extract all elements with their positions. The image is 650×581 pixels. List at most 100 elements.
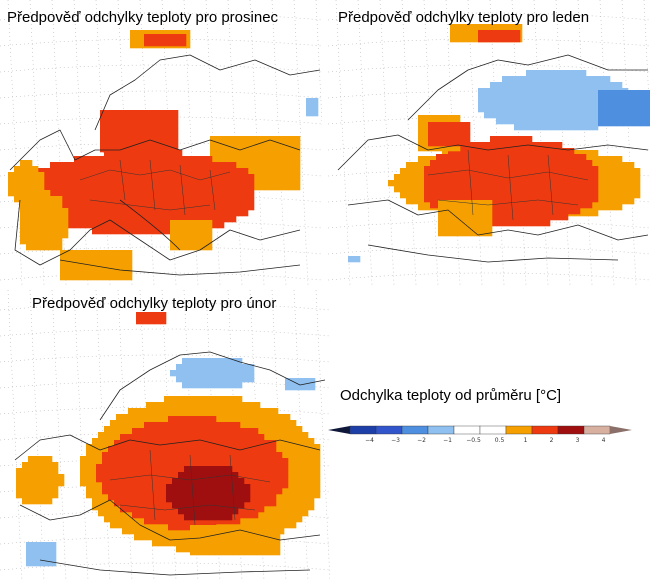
anomaly-cell — [646, 102, 650, 109]
anomaly-cell — [74, 168, 81, 175]
anomaly-cell — [158, 186, 165, 193]
anomaly-cell — [224, 198, 231, 205]
anomaly-cell — [236, 192, 243, 199]
anomaly-cell — [130, 146, 137, 153]
anomaly-cell — [252, 452, 259, 459]
anomaly-cell — [258, 488, 265, 495]
anomaly-cell — [126, 250, 133, 257]
anomaly-cell — [502, 208, 509, 215]
anomaly-cell — [496, 214, 503, 221]
anomaly-cell — [438, 230, 445, 237]
anomaly-cell — [56, 244, 63, 251]
anomaly-cell — [194, 364, 201, 371]
anomaly-cell — [484, 30, 491, 37]
anomaly-cell — [568, 106, 575, 113]
anomaly-cell — [550, 82, 557, 89]
anomaly-cell — [204, 458, 211, 465]
anomaly-cell — [228, 136, 235, 143]
anomaly-cell — [478, 88, 485, 95]
anomaly-cell — [532, 112, 539, 119]
anomaly-cell — [610, 114, 617, 121]
anomaly-cell — [472, 190, 479, 197]
anomaly-cell — [586, 106, 593, 113]
anomaly-cell — [172, 140, 179, 147]
anomaly-cell — [222, 440, 229, 447]
anomaly-cell — [134, 216, 141, 223]
anomaly-cell — [100, 128, 107, 135]
anomaly-cell — [472, 184, 479, 191]
anomaly-cell — [574, 208, 581, 215]
anomaly-cell — [278, 438, 285, 445]
anomaly-cell — [126, 256, 133, 263]
anomaly-cell — [446, 122, 453, 129]
anomaly-cell — [556, 214, 563, 221]
anomaly-cell — [478, 36, 485, 43]
graticule-line — [73, 290, 89, 581]
anomaly-cell — [508, 118, 515, 125]
anomaly-cell — [480, 206, 487, 213]
anomaly-cell — [484, 94, 491, 101]
anomaly-cell — [412, 192, 419, 199]
anomaly-cell — [166, 496, 173, 503]
anomaly-cell — [178, 478, 185, 485]
anomaly-cell — [622, 192, 629, 199]
anomaly-cell — [72, 262, 79, 269]
anomaly-cell — [156, 40, 163, 47]
anomaly-cell — [182, 238, 189, 245]
anomaly-cell — [184, 36, 191, 43]
anomaly-cell — [278, 504, 285, 511]
anomaly-cell — [556, 148, 563, 155]
anomaly-cell — [430, 160, 437, 167]
anomaly-cell — [56, 196, 63, 203]
anomaly-cell — [288, 160, 295, 167]
anomaly-cell — [116, 414, 123, 421]
anomaly-cell — [458, 134, 465, 141]
anomaly-cell — [466, 184, 473, 191]
colorbar-tick-label: 2 — [550, 437, 554, 444]
anomaly-cell — [442, 166, 449, 173]
anomaly-cell — [502, 184, 509, 191]
anomaly-cell — [162, 446, 169, 453]
anomaly-cell — [236, 396, 243, 403]
anomaly-cell — [92, 168, 99, 175]
anomaly-cell — [586, 202, 593, 209]
anomaly-cell — [264, 452, 271, 459]
anomaly-cell — [406, 186, 413, 193]
anomaly-cell — [586, 124, 593, 131]
anomaly-cell — [418, 156, 425, 163]
anomaly-cell — [616, 204, 623, 211]
anomaly-cell — [520, 124, 527, 131]
anomaly-cell — [128, 192, 135, 199]
anomaly-cell — [586, 88, 593, 95]
anomaly-cell — [144, 476, 151, 483]
anomaly-cell — [538, 220, 545, 227]
anomaly-cell — [50, 180, 57, 187]
anomaly-cell — [182, 396, 189, 403]
anomaly-cell — [212, 358, 219, 365]
graticule-line — [249, 290, 265, 581]
anomaly-cell — [200, 186, 207, 193]
anomaly-cell — [248, 402, 255, 409]
graticule-line — [117, 290, 133, 581]
anomaly-cell — [200, 396, 207, 403]
anomaly-cell — [214, 549, 221, 556]
anomaly-cell — [462, 36, 469, 43]
anomaly-cell — [580, 106, 587, 113]
anomaly-cell — [538, 208, 545, 215]
anomaly-cell — [46, 456, 53, 463]
anomaly-cell — [148, 312, 155, 319]
anomaly-cell — [164, 414, 171, 421]
anomaly-cell — [290, 450, 297, 457]
anomaly-cell — [104, 150, 111, 157]
anomaly-cell — [240, 434, 247, 441]
anomaly-cell — [294, 142, 301, 149]
anomaly-cell — [208, 484, 215, 491]
country-border — [467, 149, 554, 221]
anomaly-cell — [520, 172, 527, 179]
anomaly-cell — [228, 518, 235, 525]
anomaly-cell — [514, 208, 521, 215]
anomaly-cell — [56, 238, 63, 245]
anomaly-cell — [230, 408, 237, 415]
anomaly-cell — [532, 160, 539, 167]
anomaly-cell — [32, 184, 39, 191]
